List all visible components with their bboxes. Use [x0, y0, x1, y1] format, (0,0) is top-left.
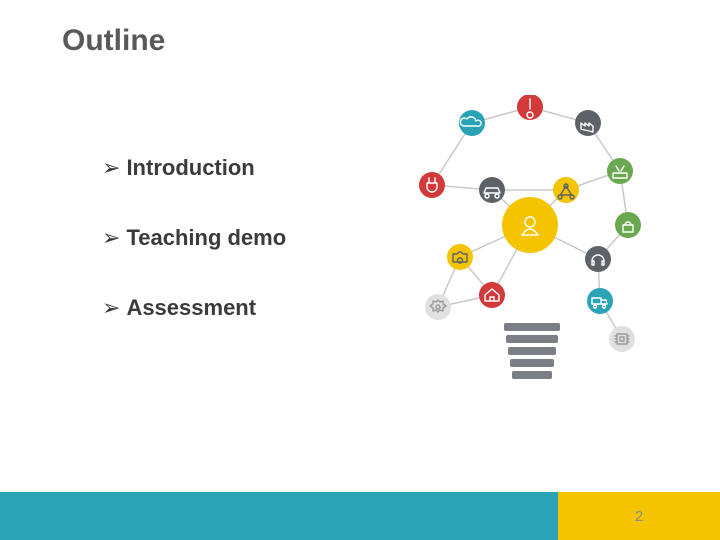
bullet-marker-icon: ➢	[102, 157, 120, 179]
footer-yellow-bar: 2	[558, 492, 720, 540]
bullet-item: ➢ Introduction	[102, 155, 286, 181]
bullet-text: Assessment	[126, 295, 256, 321]
lightbulb-network-graphic	[400, 95, 660, 395]
bullet-text: Teaching demo	[126, 225, 286, 251]
footer-bar: 2	[0, 492, 720, 540]
footer-teal-bar	[0, 492, 558, 540]
slide-title: Outline	[62, 24, 165, 58]
bullet-list: ➢ Introduction ➢ Teaching demo ➢ Assessm…	[102, 155, 286, 365]
bullet-text: Introduction	[126, 155, 254, 181]
bullet-marker-icon: ➢	[102, 227, 120, 249]
page-number: 2	[635, 508, 643, 525]
bullet-item: ➢ Teaching demo	[102, 225, 286, 251]
bullet-marker-icon: ➢	[102, 297, 120, 319]
slide: Outline ➢ Introduction ➢ Teaching demo ➢…	[0, 0, 720, 540]
bullet-item: ➢ Assessment	[102, 295, 286, 321]
